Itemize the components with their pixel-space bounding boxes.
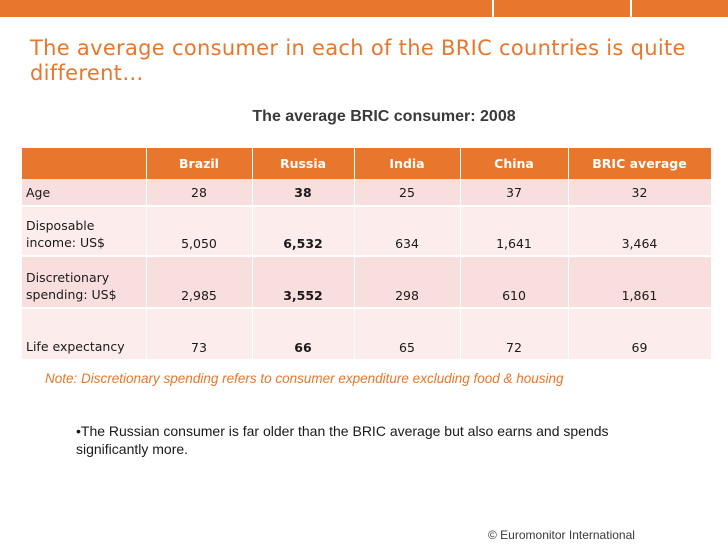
- cell-china: 37: [460, 179, 569, 207]
- top-accent-bar: [0, 0, 728, 17]
- header-russia: Russia: [252, 148, 355, 179]
- header-bric-average: BRIC average: [568, 148, 712, 179]
- table-row: Disposable income: US$ 5,050 6,532 634 1…: [22, 206, 712, 257]
- cell-bric-average: 3,464: [568, 206, 712, 257]
- table-row: Life expectancy 73 66 65 72 69: [22, 308, 712, 361]
- cell-china: 72: [460, 308, 569, 361]
- table-title: The average BRIC consumer: 2008: [252, 108, 516, 125]
- cell-india: 25: [354, 179, 461, 207]
- accent-bar-segment: [0, 0, 492, 17]
- row-label: Discretionary spending: US$: [22, 256, 147, 309]
- table-footnote: Note: Discretionary spending refers to c…: [45, 371, 564, 386]
- cell-russia: 6,532: [252, 206, 355, 257]
- copyright-notice: © Euromonitor International: [488, 528, 635, 542]
- cell-brazil: 2,985: [146, 256, 253, 309]
- cell-india: 634: [354, 206, 461, 257]
- accent-bar-segment: [632, 0, 728, 17]
- cell-bric-average: 1,861: [568, 256, 712, 309]
- table-header-row: Brazil Russia India China BRIC average: [22, 148, 712, 179]
- cell-russia: 66: [252, 308, 355, 361]
- table-row: Discretionary spending: US$ 2,985 3,552 …: [22, 256, 712, 309]
- cell-china: 610: [460, 256, 569, 309]
- table-row: Age 28 38 25 37 32: [22, 179, 712, 207]
- slide-headline: The average consumer in each of the BRIC…: [30, 36, 686, 85]
- cell-china: 1,641: [460, 206, 569, 257]
- cell-brazil: 28: [146, 179, 253, 207]
- accent-bar-segment: [494, 0, 630, 17]
- cell-india: 298: [354, 256, 461, 309]
- cell-bric-average: 32: [568, 179, 712, 207]
- row-label: Disposable income: US$: [22, 206, 147, 257]
- header-india: India: [354, 148, 461, 179]
- bric-consumer-table: Brazil Russia India China BRIC average A…: [22, 148, 712, 361]
- header-brazil: Brazil: [146, 148, 253, 179]
- cell-russia: 38: [252, 179, 355, 207]
- cell-russia: 3,552: [252, 256, 355, 309]
- cell-brazil: 73: [146, 308, 253, 361]
- header-blank: [22, 148, 147, 179]
- bullet-point: •The Russian consumer is far older than …: [76, 423, 609, 457]
- cell-india: 65: [354, 308, 461, 361]
- row-label: Age: [22, 179, 147, 207]
- header-china: China: [460, 148, 569, 179]
- row-label: Life expectancy: [22, 308, 147, 361]
- cell-brazil: 5,050: [146, 206, 253, 257]
- cell-bric-average: 69: [568, 308, 712, 361]
